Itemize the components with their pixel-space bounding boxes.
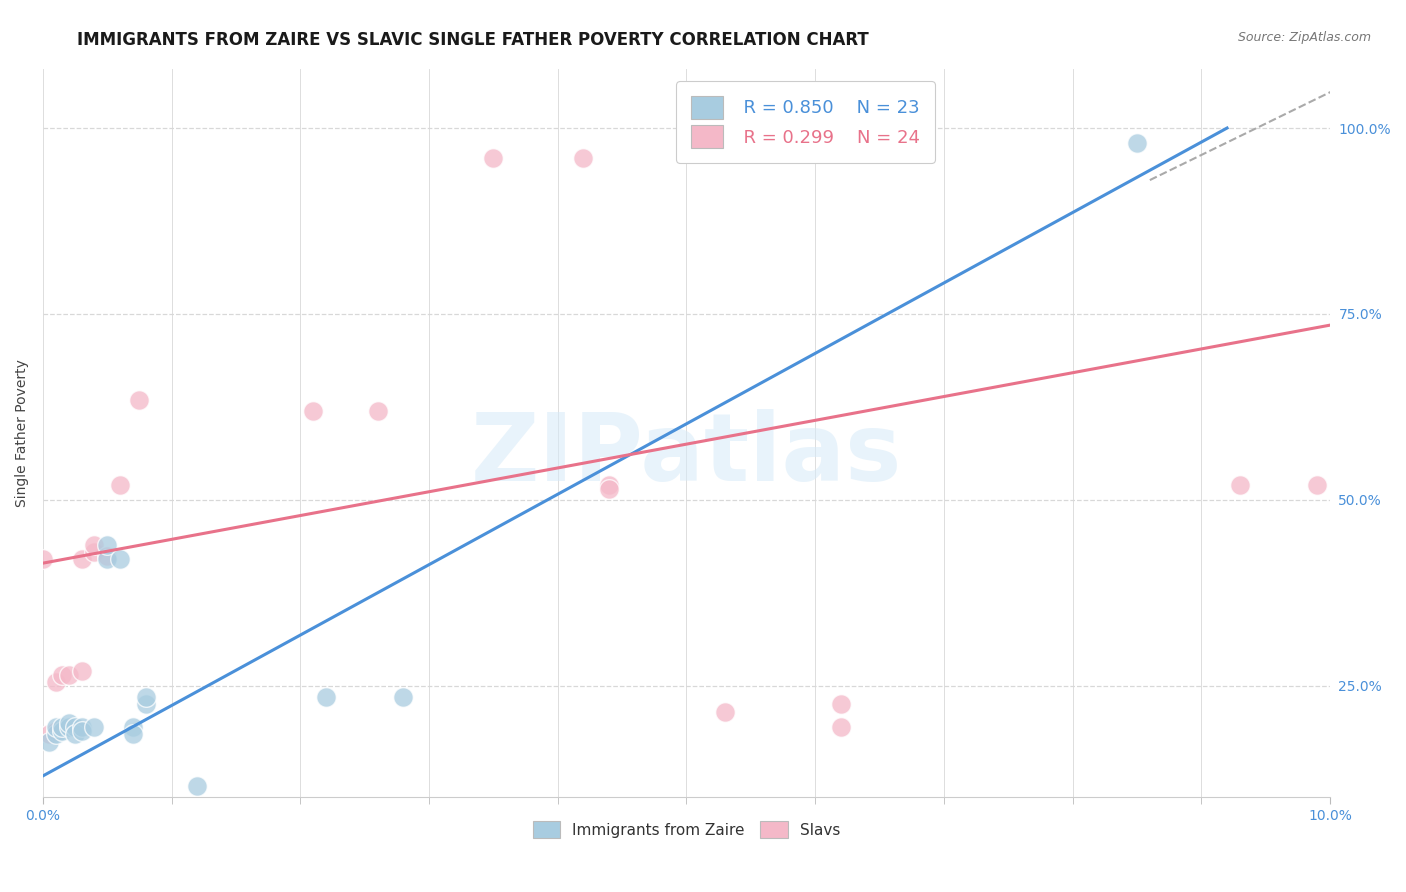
- Point: [58, 720, 80, 734]
- Point: [714, 705, 737, 719]
- Point: [482, 151, 505, 165]
- Point: [70, 664, 93, 678]
- Point: [38, 727, 60, 741]
- Point: [1126, 136, 1149, 150]
- Point: [598, 482, 620, 496]
- Point: [122, 720, 145, 734]
- Point: [598, 478, 620, 492]
- Point: [108, 478, 131, 492]
- Point: [70, 723, 93, 738]
- Point: [135, 690, 157, 704]
- Point: [32, 552, 55, 566]
- Point: [1229, 478, 1251, 492]
- Point: [70, 552, 93, 566]
- Point: [63, 727, 86, 741]
- Point: [108, 552, 131, 566]
- Point: [63, 720, 86, 734]
- Point: [128, 392, 150, 407]
- Point: [96, 549, 118, 563]
- Point: [135, 698, 157, 712]
- Point: [830, 720, 852, 734]
- Point: [96, 552, 118, 566]
- Point: [45, 720, 67, 734]
- Point: [186, 779, 208, 793]
- Point: [45, 723, 67, 738]
- Point: [51, 667, 73, 681]
- Point: [302, 403, 325, 417]
- Point: [830, 698, 852, 712]
- Point: [367, 403, 389, 417]
- Point: [38, 734, 60, 748]
- Point: [392, 690, 415, 704]
- Point: [51, 723, 73, 738]
- Point: [96, 537, 118, 551]
- Point: [58, 716, 80, 731]
- Point: [122, 727, 145, 741]
- Text: Source: ZipAtlas.com: Source: ZipAtlas.com: [1237, 31, 1371, 45]
- Point: [45, 727, 67, 741]
- Point: [83, 545, 105, 559]
- Point: [70, 720, 93, 734]
- Y-axis label: Single Father Poverty: Single Father Poverty: [15, 359, 30, 507]
- Point: [51, 720, 73, 734]
- Point: [572, 151, 595, 165]
- Point: [83, 537, 105, 551]
- Point: [58, 667, 80, 681]
- Text: ZIPatlas: ZIPatlas: [471, 409, 903, 500]
- Point: [1306, 478, 1329, 492]
- Text: IMMIGRANTS FROM ZAIRE VS SLAVIC SINGLE FATHER POVERTY CORRELATION CHART: IMMIGRANTS FROM ZAIRE VS SLAVIC SINGLE F…: [77, 31, 869, 49]
- Point: [315, 690, 337, 704]
- Point: [83, 720, 105, 734]
- Legend: Immigrants from Zaire, Slavs: Immigrants from Zaire, Slavs: [527, 814, 846, 845]
- Point: [45, 675, 67, 690]
